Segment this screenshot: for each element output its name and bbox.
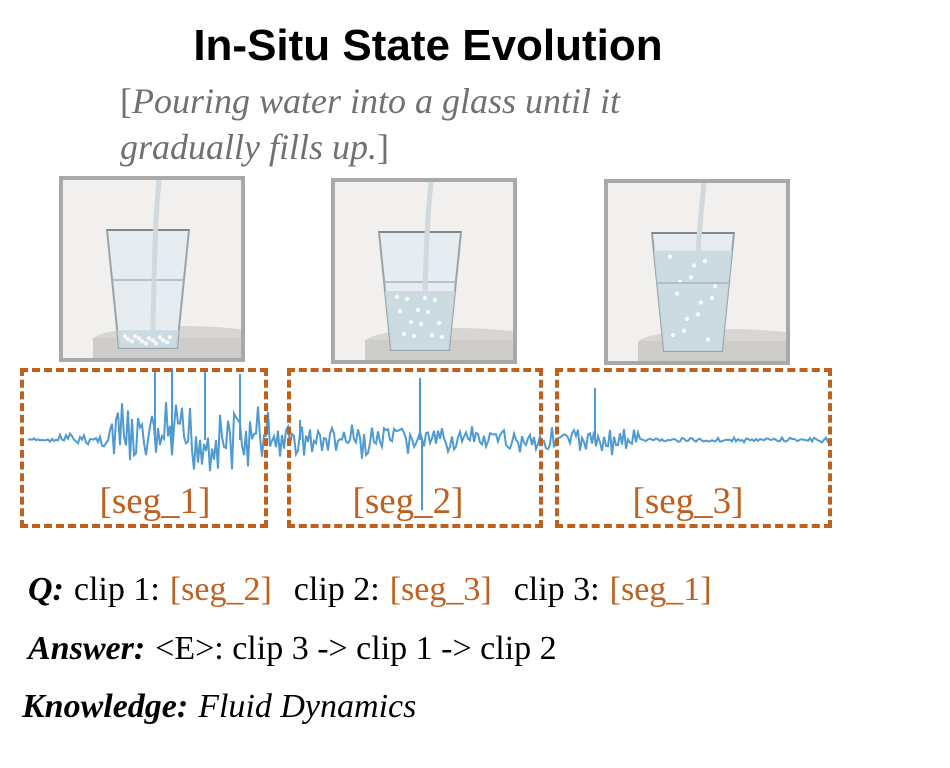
bubble bbox=[425, 309, 431, 315]
segment-label-2: [seg_2] bbox=[352, 481, 464, 522]
audio-waveform bbox=[27, 368, 833, 510]
bubble bbox=[408, 319, 414, 325]
figure-title: In-Situ State Evolution bbox=[193, 21, 663, 70]
caption-text: Pouring water into a glass until it grad… bbox=[120, 81, 621, 167]
bubble bbox=[157, 335, 163, 340]
bubble bbox=[146, 336, 152, 341]
bubble bbox=[401, 331, 407, 337]
glass-illustration-2 bbox=[335, 182, 513, 360]
bubble bbox=[415, 307, 421, 313]
knowledge-prefix: Knowledge: bbox=[22, 688, 189, 725]
water-level bbox=[385, 291, 455, 350]
bubble bbox=[397, 308, 403, 314]
bubble bbox=[429, 332, 435, 338]
clip-3-label: clip 3: bbox=[513, 571, 600, 608]
bubble bbox=[695, 312, 701, 317]
knowledge-text: Fluid Dynamics bbox=[198, 688, 417, 725]
glass-image-frame-1 bbox=[59, 176, 245, 362]
bubble bbox=[139, 339, 145, 344]
water-stream bbox=[695, 183, 707, 251]
bubble bbox=[129, 339, 135, 344]
bubble bbox=[432, 297, 438, 303]
glass-illustration-3 bbox=[608, 183, 786, 361]
segment-label-3: [seg_3] bbox=[632, 481, 744, 522]
clip-2-segment: [seg_3] bbox=[389, 571, 492, 608]
segment-box-1 bbox=[20, 368, 268, 528]
bubble bbox=[436, 320, 442, 326]
question-prefix: Q: bbox=[28, 571, 64, 608]
segment-label-1: [seg_1] bbox=[99, 481, 211, 522]
caption-close-bracket: ] bbox=[377, 127, 390, 167]
bubble bbox=[670, 332, 676, 338]
segment-box-2 bbox=[287, 368, 543, 528]
glass-illustration-1 bbox=[63, 180, 241, 358]
clip-3-segment: [seg_1] bbox=[609, 571, 712, 608]
bubble bbox=[709, 295, 715, 301]
bubble bbox=[691, 263, 697, 268]
bubble bbox=[153, 341, 159, 346]
glass-body bbox=[105, 229, 191, 349]
bubble bbox=[132, 334, 138, 339]
scene-caption: [Pouring water into a glass until it gra… bbox=[120, 78, 740, 170]
bubble bbox=[404, 296, 410, 302]
water-level bbox=[653, 250, 733, 351]
bubble bbox=[160, 338, 166, 343]
bubble bbox=[167, 335, 173, 340]
bubble bbox=[439, 334, 445, 340]
bubble bbox=[667, 254, 673, 259]
bubble bbox=[418, 321, 424, 327]
bubble bbox=[411, 333, 417, 339]
answer-line: Answer: <E>: clip 3 -> clip 1 -> clip 2 bbox=[28, 627, 557, 671]
knowledge-line: Knowledge: Fluid Dynamics bbox=[22, 685, 416, 729]
bubble bbox=[136, 336, 142, 341]
bubble bbox=[125, 337, 131, 342]
segment-box-3 bbox=[555, 368, 832, 528]
water-stream bbox=[150, 180, 162, 331]
bubble bbox=[712, 284, 718, 289]
bubble bbox=[674, 291, 680, 296]
glass-image-frame-2 bbox=[331, 178, 517, 364]
bubble bbox=[394, 294, 400, 300]
bubble bbox=[422, 295, 428, 301]
bubble bbox=[143, 341, 149, 346]
answer-text: <E>: clip 3 -> clip 1 -> clip 2 bbox=[155, 630, 557, 667]
clip-2-label: clip 2: bbox=[293, 571, 380, 608]
bubble bbox=[684, 316, 690, 321]
bubble bbox=[122, 334, 128, 339]
bubble bbox=[150, 338, 156, 343]
water-stream bbox=[422, 182, 434, 292]
waveform-trace bbox=[27, 368, 833, 510]
answer-prefix: Answer: bbox=[28, 630, 146, 667]
question-line: Q: clip 1: [seg_2] clip 2: [seg_3] clip 3: [se… bbox=[28, 568, 712, 612]
bubble bbox=[681, 328, 687, 333]
clip-1-label: clip 1: bbox=[73, 571, 160, 608]
caption-open-bracket: [ bbox=[120, 81, 132, 121]
bubble bbox=[688, 275, 694, 280]
glass-image-frame-3 bbox=[604, 179, 790, 365]
bubble bbox=[164, 340, 170, 345]
bubble bbox=[705, 337, 711, 342]
bubble bbox=[698, 300, 704, 305]
clip-1-segment: [seg_2] bbox=[169, 571, 272, 608]
bubble bbox=[702, 258, 708, 264]
